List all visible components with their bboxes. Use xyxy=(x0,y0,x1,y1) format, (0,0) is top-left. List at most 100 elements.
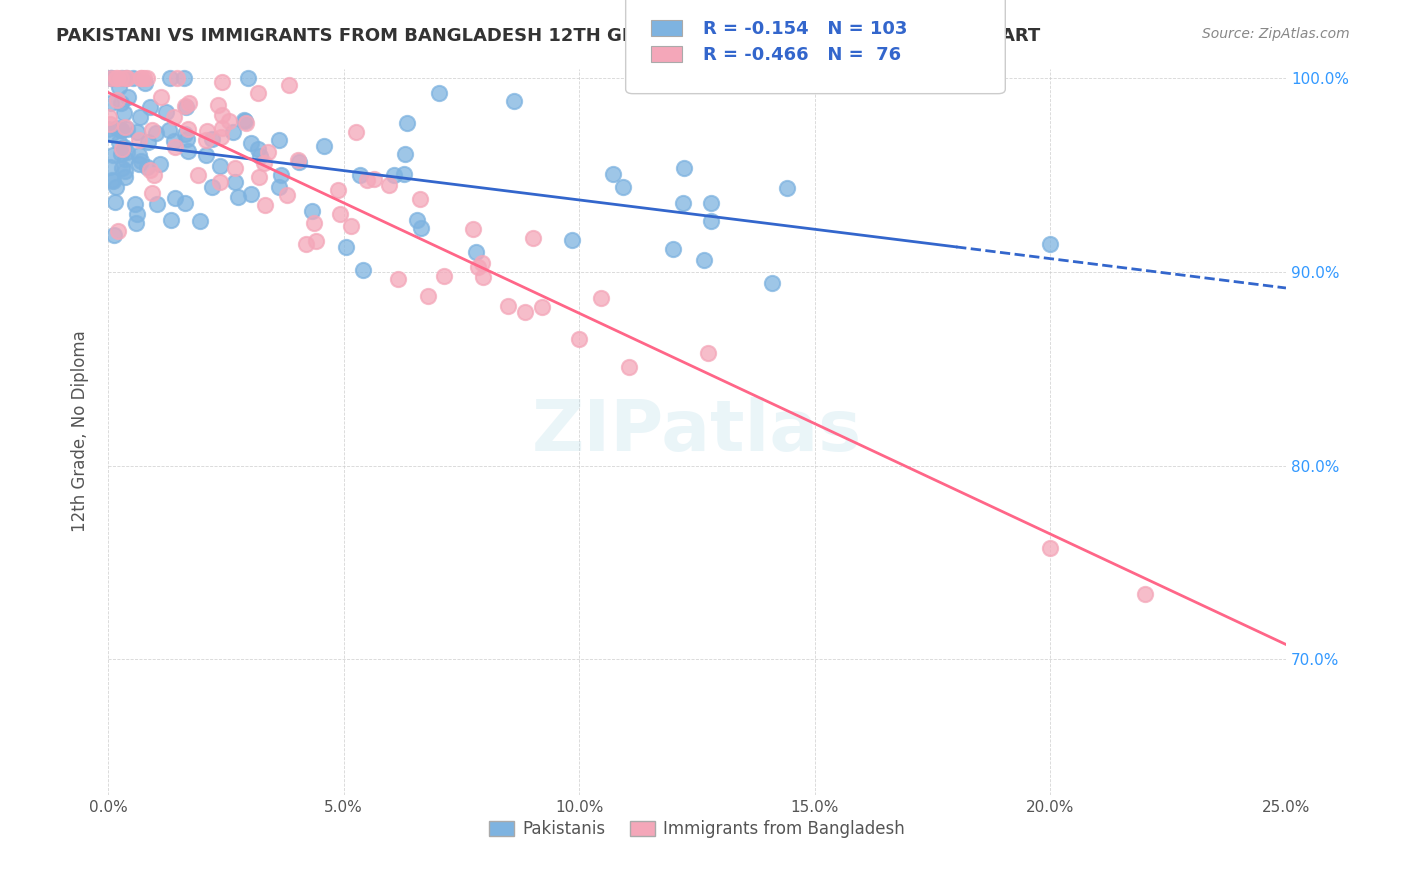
Point xyxy=(174,127,197,141)
Point xyxy=(149,89,172,103)
Point xyxy=(235,114,257,128)
Point xyxy=(163,134,186,148)
Point xyxy=(97,122,120,136)
Point xyxy=(110,147,132,161)
Point xyxy=(253,156,276,170)
Point xyxy=(591,291,613,305)
Text: R = -0.466   N =  76: R = -0.466 N = 76 xyxy=(654,78,852,96)
Point xyxy=(132,71,155,86)
Point xyxy=(314,138,336,153)
Point xyxy=(267,133,290,147)
Point xyxy=(356,173,378,187)
Point xyxy=(177,145,200,159)
Point xyxy=(240,187,263,202)
Point xyxy=(112,140,135,154)
Point xyxy=(160,213,183,227)
Point xyxy=(139,163,162,178)
Point xyxy=(104,179,127,194)
Point xyxy=(179,95,201,110)
Point xyxy=(110,123,132,137)
Point xyxy=(531,301,554,315)
Point xyxy=(174,195,197,210)
Point xyxy=(145,126,167,140)
Point xyxy=(111,161,134,176)
Point xyxy=(1039,237,1062,252)
Point xyxy=(409,192,432,206)
Point xyxy=(127,125,149,139)
Point xyxy=(382,168,405,182)
Point xyxy=(128,133,150,147)
Point xyxy=(1133,587,1156,601)
Point xyxy=(697,345,720,359)
Point xyxy=(344,125,367,139)
Point xyxy=(100,71,122,86)
Point xyxy=(339,219,361,233)
Point xyxy=(502,94,524,108)
Point xyxy=(208,159,231,173)
Point xyxy=(101,127,124,141)
Point xyxy=(105,120,128,135)
Point xyxy=(129,71,152,86)
Point xyxy=(418,289,440,303)
Point xyxy=(117,90,139,104)
Point xyxy=(461,221,484,235)
Point xyxy=(114,170,136,185)
Point xyxy=(100,96,122,111)
Point xyxy=(125,216,148,230)
Point xyxy=(277,78,299,92)
Point xyxy=(209,175,232,189)
Point xyxy=(165,139,187,153)
Point xyxy=(138,100,160,114)
Point xyxy=(222,125,245,139)
Point xyxy=(166,71,188,86)
Point xyxy=(207,98,229,112)
Text: ZIPatlas: ZIPatlas xyxy=(531,397,862,467)
Point xyxy=(394,167,416,181)
Point xyxy=(240,136,263,150)
Point xyxy=(115,71,138,86)
Point xyxy=(142,169,165,183)
Point xyxy=(464,244,486,259)
Point xyxy=(176,122,198,136)
Point xyxy=(114,153,136,167)
Point xyxy=(228,189,250,203)
Point xyxy=(135,160,157,174)
Text: R = -0.466   N =  76: R = -0.466 N = 76 xyxy=(703,46,901,64)
Point xyxy=(246,142,269,156)
Point xyxy=(105,93,128,107)
Point xyxy=(405,213,427,227)
Point xyxy=(128,147,150,161)
Point xyxy=(301,204,323,219)
Point xyxy=(101,173,124,187)
Point xyxy=(302,216,325,230)
Point xyxy=(363,172,385,186)
Point xyxy=(128,157,150,171)
Point xyxy=(141,186,163,200)
Point xyxy=(352,263,374,277)
Point xyxy=(498,299,520,313)
Point xyxy=(103,227,125,242)
Point xyxy=(100,71,122,86)
Point xyxy=(173,71,195,86)
Legend: Pakistanis, Immigrants from Bangladesh: Pakistanis, Immigrants from Bangladesh xyxy=(482,814,912,845)
Point xyxy=(127,206,149,220)
Point xyxy=(134,76,156,90)
Point xyxy=(211,120,233,135)
Point xyxy=(617,360,640,375)
Point xyxy=(236,71,259,86)
Point xyxy=(700,196,723,211)
Point xyxy=(201,180,224,194)
Point xyxy=(1039,541,1062,556)
Point xyxy=(128,110,150,124)
Point xyxy=(224,175,246,189)
Point xyxy=(513,305,536,319)
Point xyxy=(98,160,121,174)
Point xyxy=(124,197,146,211)
Point xyxy=(427,86,450,100)
Text: PAKISTANI VS IMMIGRANTS FROM BANGLADESH 12TH GRADE, NO DIPLOMA CORRELATION CHART: PAKISTANI VS IMMIGRANTS FROM BANGLADESH … xyxy=(56,27,1040,45)
Point xyxy=(146,197,169,211)
Point xyxy=(693,252,716,267)
Point xyxy=(122,71,145,86)
Text: R = -0.154   N = 103: R = -0.154 N = 103 xyxy=(654,49,858,67)
Point xyxy=(115,145,138,159)
